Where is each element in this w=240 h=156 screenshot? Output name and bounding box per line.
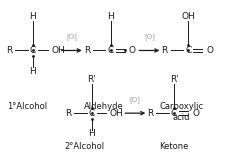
Text: 2°Alcohol: 2°Alcohol (65, 142, 105, 151)
Text: R: R (147, 109, 154, 118)
Text: C: C (108, 46, 114, 55)
Text: Carboxylic
acid: Carboxylic acid (159, 102, 203, 122)
Text: O: O (129, 46, 136, 55)
Text: [O]: [O] (130, 96, 141, 103)
Text: C: C (30, 46, 36, 55)
Text: Aldehyde: Aldehyde (84, 102, 123, 111)
Text: R: R (65, 109, 71, 118)
Text: O: O (206, 46, 213, 55)
Text: R: R (84, 46, 90, 55)
Text: [O]: [O] (144, 33, 155, 40)
Text: [O]: [O] (66, 33, 77, 40)
Text: H: H (30, 12, 36, 21)
Text: 1°Alcohol: 1°Alcohol (7, 102, 47, 111)
Text: R: R (162, 46, 168, 55)
Text: OH: OH (110, 109, 124, 118)
Text: C: C (171, 109, 177, 118)
Text: C: C (185, 46, 191, 55)
Text: H: H (30, 67, 36, 76)
Text: R': R' (87, 75, 96, 84)
Text: R': R' (170, 75, 179, 84)
Text: H: H (107, 12, 114, 21)
Text: OH: OH (181, 12, 195, 21)
Text: Ketone: Ketone (159, 142, 189, 151)
Text: R: R (6, 46, 12, 55)
Text: O: O (192, 109, 199, 118)
Text: OH: OH (51, 46, 65, 55)
Text: H: H (88, 129, 95, 138)
Text: C: C (89, 109, 95, 118)
